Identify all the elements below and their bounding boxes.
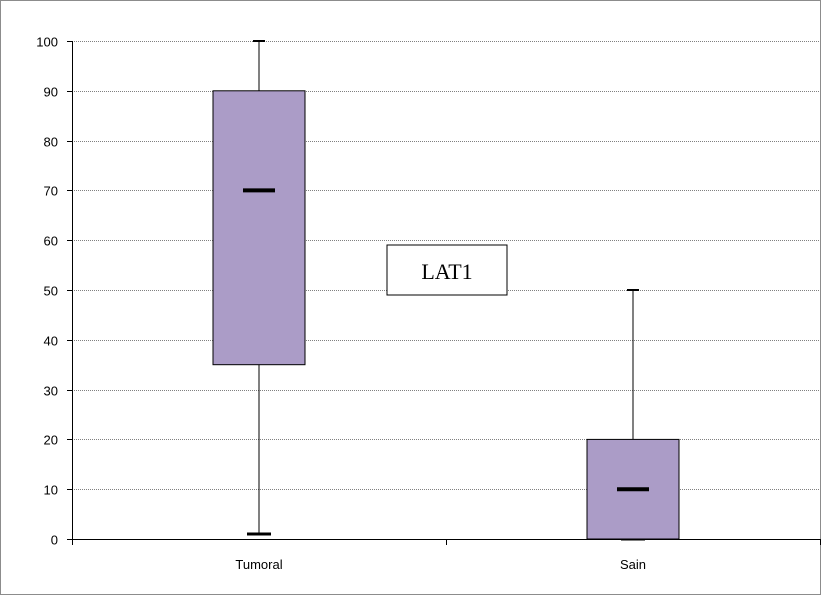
annotation-frame	[386, 244, 508, 296]
y-tick-label-70: 70	[44, 184, 58, 199]
y-tick-label-100: 100	[36, 35, 58, 50]
boxes	[212, 40, 680, 541]
y-tick-label-90: 90	[44, 85, 58, 100]
y-tick-label-30: 30	[44, 384, 58, 399]
y-tick-label-60: 60	[44, 234, 58, 249]
y-tick-label-50: 50	[44, 284, 58, 299]
y-tick-label-20: 20	[44, 433, 58, 448]
tick-labels: 0 10 20 30 40 50 60 70 80 90 100 Tumoral Sain	[36, 35, 646, 573]
annotation-box: LAT1	[386, 244, 508, 296]
x-tick-label-sain: Sain	[620, 557, 646, 572]
y-tick-label-10: 10	[44, 483, 58, 498]
y-tick-label-0: 0	[51, 533, 58, 548]
y-tick-label-40: 40	[44, 334, 58, 349]
y-tick-label-80: 80	[44, 135, 58, 150]
box-tumoral	[212, 90, 306, 366]
x-tick-label-tumoral: Tumoral	[235, 557, 282, 572]
annotation-label: LAT1	[421, 259, 472, 284]
